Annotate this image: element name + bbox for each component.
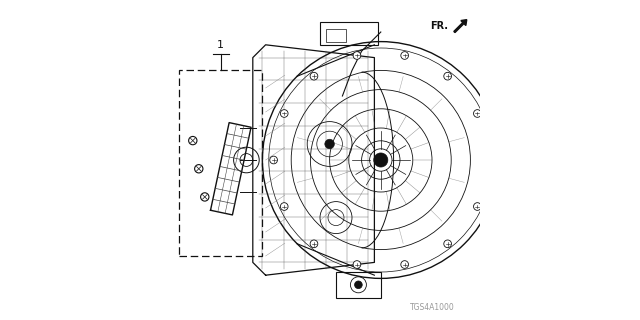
Circle shape [444, 240, 451, 248]
Circle shape [324, 139, 335, 149]
Circle shape [280, 203, 288, 210]
Circle shape [189, 136, 197, 145]
Circle shape [353, 52, 361, 59]
Bar [326, 29, 346, 42]
Bar [179, 70, 262, 256]
Circle shape [474, 203, 481, 210]
Circle shape [484, 156, 492, 164]
Circle shape [195, 164, 203, 173]
Circle shape [374, 153, 388, 167]
Text: 1: 1 [218, 40, 224, 50]
Circle shape [401, 52, 408, 59]
Circle shape [355, 281, 362, 289]
Circle shape [353, 261, 361, 268]
Circle shape [474, 110, 481, 117]
FancyArrow shape [454, 20, 467, 33]
Circle shape [401, 261, 408, 268]
Circle shape [280, 110, 288, 117]
Text: TGS4A1000: TGS4A1000 [410, 303, 454, 312]
Circle shape [444, 72, 451, 80]
Circle shape [270, 156, 278, 164]
Text: FR.: FR. [430, 20, 449, 31]
Bar [320, 22, 378, 45]
Bar [336, 272, 381, 298]
Circle shape [200, 193, 209, 201]
Circle shape [310, 240, 318, 248]
Circle shape [310, 72, 318, 80]
